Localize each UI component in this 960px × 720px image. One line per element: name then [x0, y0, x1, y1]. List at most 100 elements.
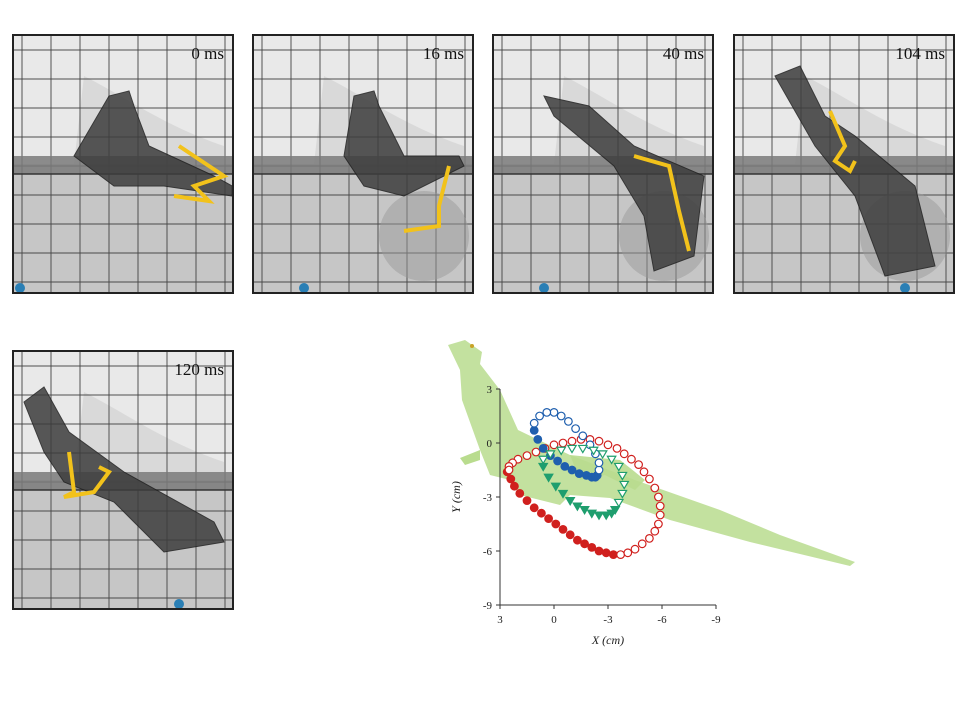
data-point [639, 467, 649, 477]
frame-scene [14, 36, 232, 292]
lizard-body [23, 386, 225, 553]
frame-time-label: 16 ms [422, 44, 464, 63]
lizard-foreleg-shape [460, 450, 480, 465]
data-point [564, 497, 576, 506]
data-point [586, 509, 598, 519]
data-point [644, 474, 654, 484]
lizard-body [774, 65, 936, 277]
data-point [509, 481, 519, 491]
data-point [538, 443, 548, 453]
lizard-body [543, 95, 705, 272]
data-point [594, 546, 604, 556]
data-point [504, 465, 514, 475]
data-point [588, 446, 599, 456]
data-point [594, 465, 604, 475]
shadow-region [74, 392, 224, 480]
hindlimb-marker [63, 451, 113, 499]
data-point [529, 418, 539, 428]
data-point [608, 550, 618, 560]
series-2 [529, 425, 602, 482]
data-point [566, 444, 578, 454]
lizard-body [73, 90, 232, 197]
data-point [550, 482, 562, 492]
splash-cavity [379, 191, 469, 281]
data-point [560, 461, 570, 471]
data-point [553, 456, 563, 466]
data-point [613, 462, 625, 472]
x-tick-label: -3 [603, 614, 613, 626]
data-point [594, 458, 604, 468]
reference-dot [539, 283, 549, 292]
frame-time-label: 104 ms [895, 44, 945, 63]
data-point [655, 501, 665, 511]
y-tick-label: -9 [483, 600, 493, 612]
hindlimb-marker [828, 110, 857, 174]
data-point [623, 548, 633, 558]
y-tick-label: -3 [483, 492, 493, 504]
data-point [558, 438, 568, 448]
data-point [601, 548, 611, 558]
data-point [506, 474, 516, 484]
data-point [549, 440, 559, 450]
reference-dot [15, 283, 25, 292]
data-point [593, 511, 605, 521]
reference-dot [174, 599, 184, 608]
frame-time-label: 40 ms [662, 44, 704, 63]
data-point [567, 465, 577, 475]
data-point [655, 510, 665, 520]
video-frame-40ms: 40 ms [492, 34, 714, 294]
data-point [617, 489, 628, 499]
data-point [515, 488, 525, 498]
frame-time-label: 0 ms [191, 44, 224, 63]
data-point [542, 407, 552, 417]
data-point [551, 519, 561, 529]
x-tick-label: -6 [657, 614, 667, 626]
video-frame-16ms: 16 ms [252, 34, 474, 294]
y-tick-label: 0 [487, 438, 493, 450]
data-point [549, 407, 559, 417]
data-point [618, 480, 630, 490]
data-point [537, 455, 549, 465]
x-tick-label: 0 [551, 614, 557, 626]
frame-time-label: 120 ms [174, 360, 224, 379]
x-tick-label: 3 [497, 614, 503, 626]
foot-trajectory-plot: 3 0 -3 -6 -9 3 0 -3 -6 -9 X (cm) Y (cm) [448, 340, 855, 647]
data-point [563, 416, 573, 426]
data-point [578, 431, 588, 441]
data-point [544, 514, 554, 524]
data-point [535, 411, 544, 421]
frame-scene [254, 36, 472, 292]
data-point [522, 496, 532, 506]
data-point [626, 454, 636, 464]
data-point [644, 533, 654, 543]
data-point [531, 447, 541, 457]
data-point [565, 530, 575, 540]
x-tick-label: -9 [711, 614, 721, 626]
hindlimb-marker [403, 165, 451, 233]
data-point [533, 434, 543, 444]
hindlimb-marker [633, 154, 691, 252]
data-point [653, 492, 663, 502]
data-point [617, 471, 628, 481]
data-point [545, 450, 556, 460]
data-point [616, 550, 626, 560]
data-point [567, 436, 577, 446]
series-5 [537, 444, 630, 508]
data-point [630, 544, 640, 554]
data-point [650, 483, 660, 493]
reference-dot [299, 283, 309, 292]
data-point [558, 524, 568, 534]
data-point [543, 473, 554, 483]
x-axis-label: X (cm) [591, 633, 624, 647]
y-tick-label: -6 [483, 546, 493, 558]
frame-scene [14, 352, 232, 608]
data-point [557, 489, 569, 499]
data-point [572, 502, 583, 512]
series-3 [529, 407, 604, 475]
data-point [556, 411, 566, 421]
video-frame-120ms: 120 ms [12, 350, 234, 610]
frame-scene [494, 36, 712, 292]
data-point [529, 425, 539, 435]
data-point [597, 450, 608, 460]
data-point [536, 508, 546, 518]
